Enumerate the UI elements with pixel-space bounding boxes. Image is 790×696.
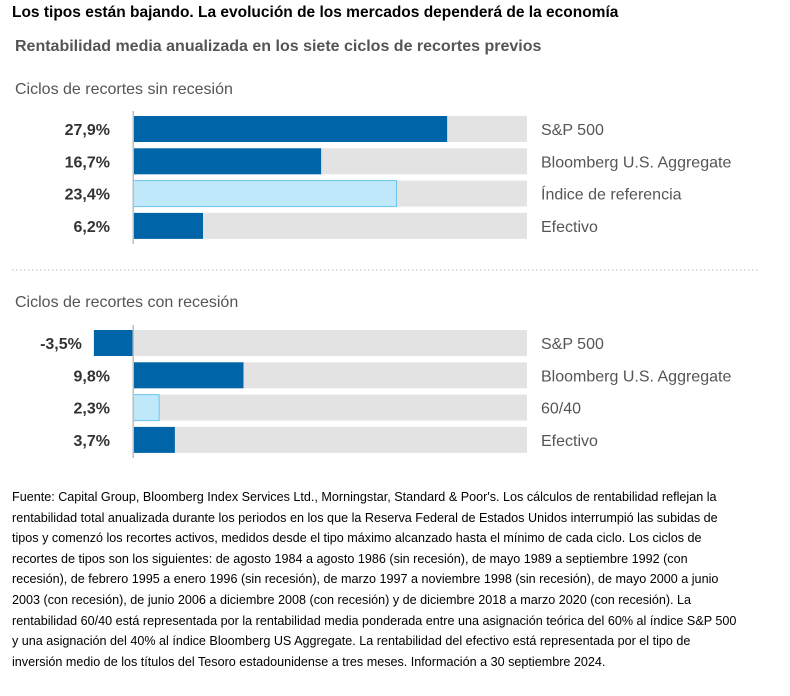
value-label: -3,5%	[40, 336, 82, 353]
category-label: Efectivo	[541, 433, 598, 450]
category-label: Bloomberg U.S. Aggregate	[541, 368, 731, 385]
source-footnote: Fuente: Capital Group, Bloomberg Index S…	[12, 490, 737, 669]
page-headline: Los tipos están bajando. La evolución de…	[12, 4, 619, 21]
category-label: Efectivo	[541, 219, 598, 236]
value-label: 16,7%	[65, 154, 110, 171]
bar	[132, 394, 160, 422]
bar-track	[133, 330, 527, 356]
bar	[93, 330, 134, 356]
bar-track	[133, 394, 527, 421]
bar	[132, 180, 397, 208]
value-label: 23,4%	[65, 187, 110, 204]
panel-title-2: Ciclos de recortes con recesión	[15, 294, 238, 311]
returns-bar-chart: Rentabilidad media anualizada en los sie…	[12, 38, 760, 458]
bar-track	[133, 426, 527, 453]
value-label: 9,8%	[74, 368, 110, 385]
bar	[133, 426, 175, 453]
panel-title-1: Ciclos de recortes sin recesión	[15, 81, 233, 98]
value-label: 6,2%	[74, 219, 110, 236]
category-label: 60/40	[541, 401, 581, 418]
category-label: S&P 500	[541, 122, 604, 139]
value-label: 3,7%	[74, 433, 110, 450]
bar	[133, 148, 322, 175]
category-label: S&P 500	[541, 336, 604, 353]
bar	[133, 362, 244, 389]
bar	[133, 212, 203, 239]
value-label: 2,3%	[74, 401, 110, 418]
category-label: Índice de referencia	[541, 185, 682, 204]
chart-title: Rentabilidad media anualizada en los sie…	[15, 38, 542, 55]
value-label: 27,9%	[65, 122, 110, 139]
bar	[133, 116, 448, 142]
category-label: Bloomberg U.S. Aggregate	[541, 154, 731, 171]
